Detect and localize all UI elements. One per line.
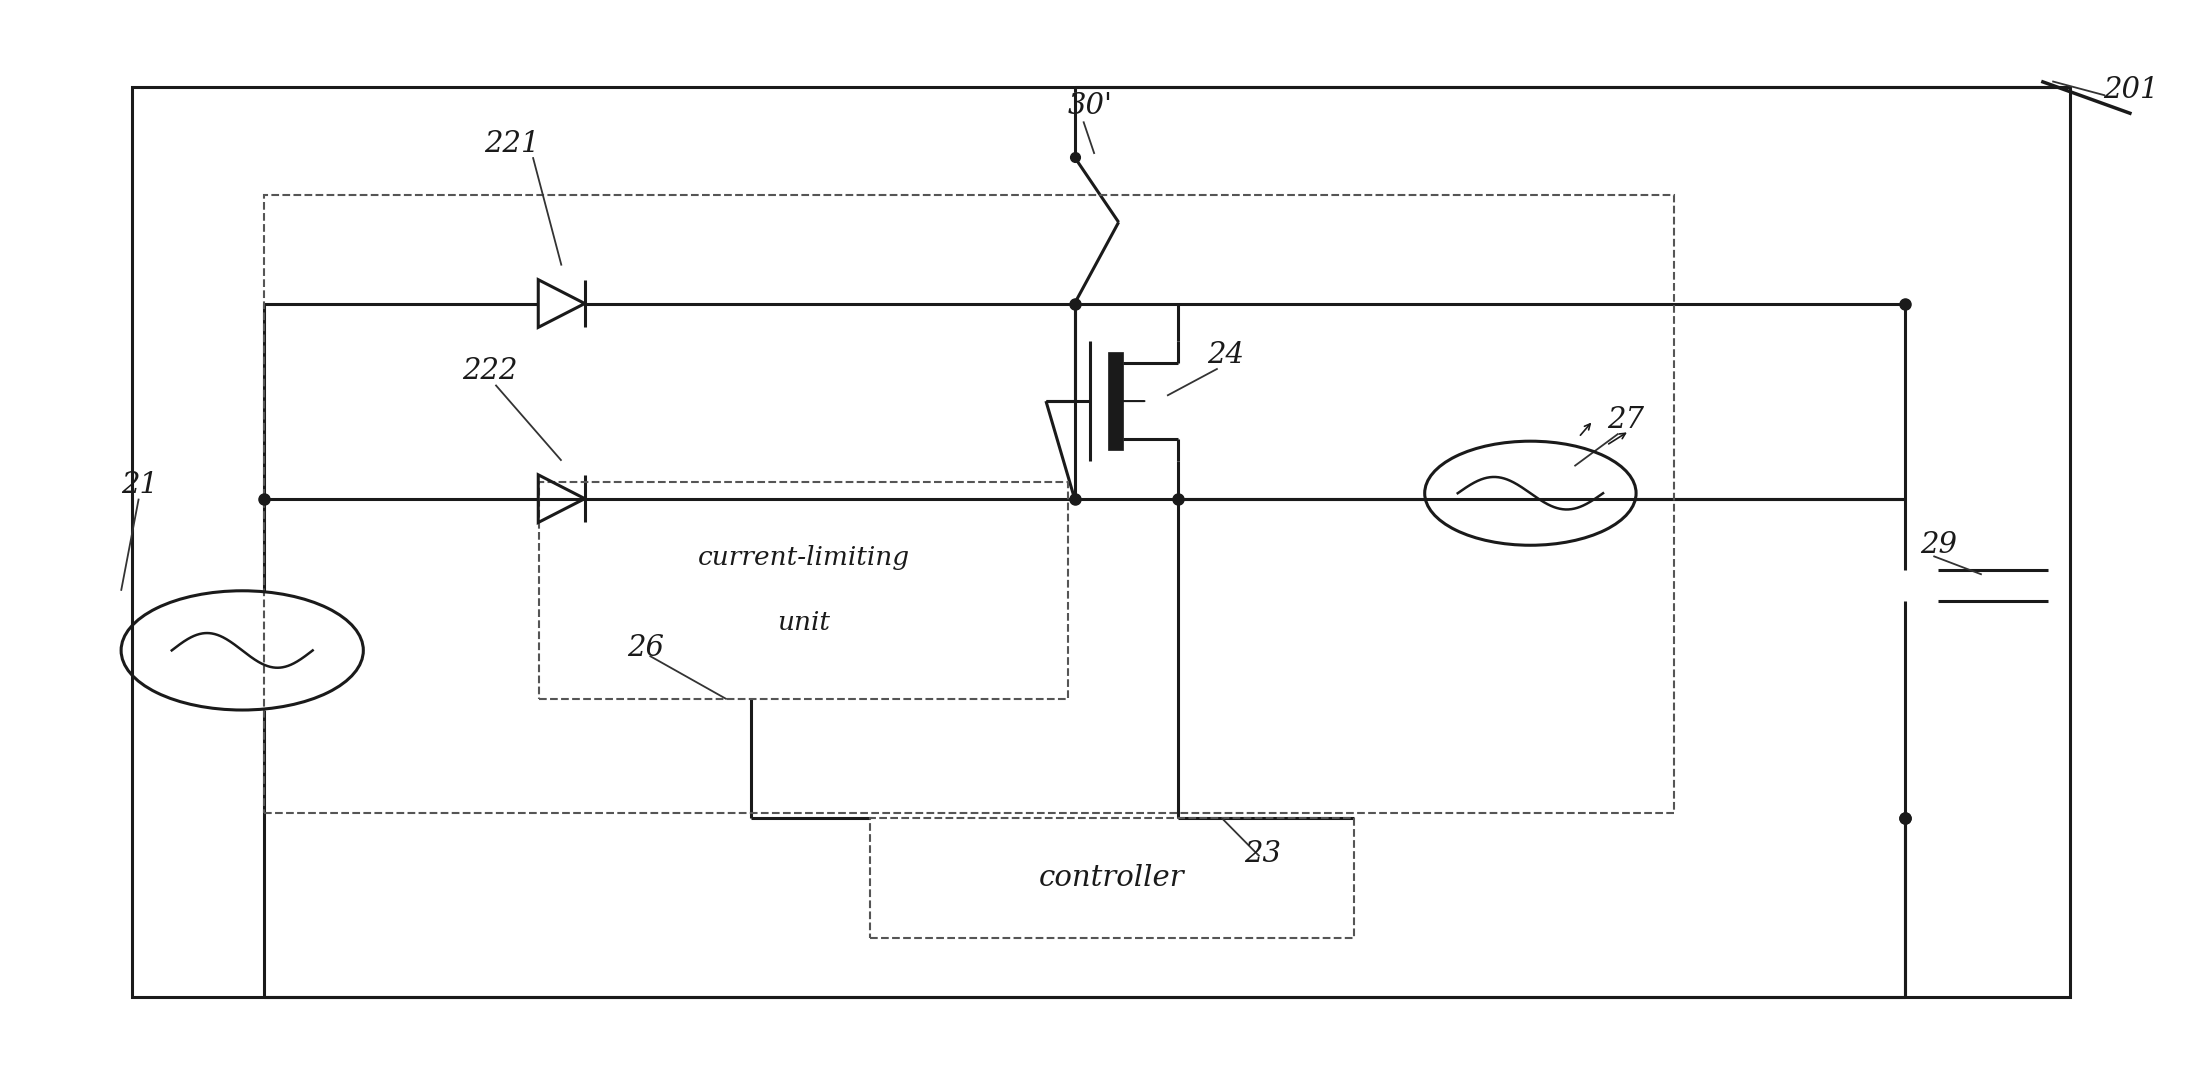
Text: 24: 24 [1207,341,1244,370]
Text: 23: 23 [1244,840,1282,868]
Text: 30': 30' [1068,92,1112,120]
Bar [870,818,1354,938]
Text: current-limiting: current-limiting [698,545,909,570]
Text: controller: controller [1039,864,1185,892]
Text: 26: 26 [628,634,665,662]
Bar [539,482,1068,699]
Text: 222: 222 [462,358,517,386]
Text: 221: 221 [484,130,539,158]
Text: 21: 21 [121,472,159,500]
Bar [264,195,1674,813]
Text: unit: unit [777,610,830,635]
Text: 29: 29 [1920,531,1958,559]
Text: 201: 201 [2103,76,2158,104]
Bar [1108,352,1123,450]
Text: 27: 27 [1607,406,1645,435]
Bar [132,87,2070,997]
